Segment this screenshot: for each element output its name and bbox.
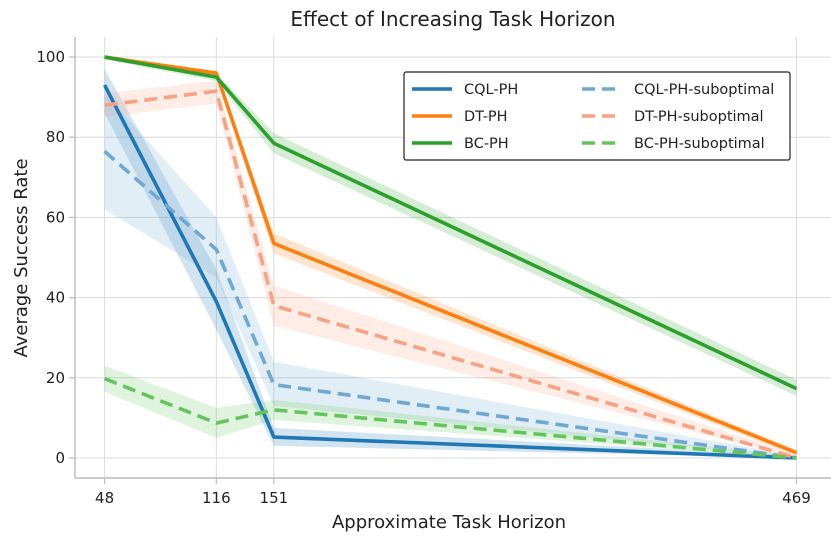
series-bc-ph-suboptimal <box>103 376 797 460</box>
legend-label-dt-ph: DT-PH <box>464 109 508 125</box>
series-cql-ph <box>102 84 797 460</box>
x-tick-label: 116 <box>202 489 231 507</box>
legend-box <box>403 71 791 161</box>
band-cql-ph-suboptimal <box>104 93 797 458</box>
series-bc-ph <box>104 55 798 391</box>
y-tick-label: 100 <box>36 48 65 66</box>
x-tick-label: 48 <box>95 489 114 507</box>
x-tick-labels: 48 116 151 469 <box>95 478 811 507</box>
legend-label-dt-ph-suboptimal: DT-PH-suboptimal <box>634 109 764 125</box>
y-tick-label: 0 <box>55 449 65 467</box>
series-dt-ph <box>104 55 798 455</box>
x-tick-label: 469 <box>782 489 811 507</box>
series-cql-ph-suboptimal <box>103 149 797 460</box>
legend-label-cql-ph: CQL-PH <box>464 82 518 98</box>
legend: CQL-PH DT-PH BC-PH CQL-PH-suboptimal DT-PH-s… <box>403 71 791 161</box>
series-dt-ph-suboptimal <box>104 89 797 460</box>
y-tick-label: 60 <box>46 208 65 226</box>
legend-label-bc-ph-suboptimal: BC-PH-suboptimal <box>634 136 765 152</box>
y-axis-label: Average Success Rate <box>11 158 32 357</box>
legend-label-cql-ph-suboptimal: CQL-PH-suboptimal <box>634 82 774 98</box>
y-tick-label: 80 <box>46 128 65 146</box>
series-lines <box>102 55 798 460</box>
y-tick-label: 40 <box>46 289 65 307</box>
x-axis-label: Approximate Task Horizon <box>332 512 566 533</box>
grid <box>75 37 831 478</box>
chart-title: Effect of Increasing Task Horizon <box>290 7 615 31</box>
x-tick-label: 151 <box>260 489 289 507</box>
y-tick-label: 20 <box>46 369 65 387</box>
band-bc-ph-suboptimal <box>104 365 797 458</box>
legend-label-bc-ph: BC-PH <box>464 136 509 152</box>
y-tick-labels: 0 20 40 60 80 100 <box>36 48 75 467</box>
